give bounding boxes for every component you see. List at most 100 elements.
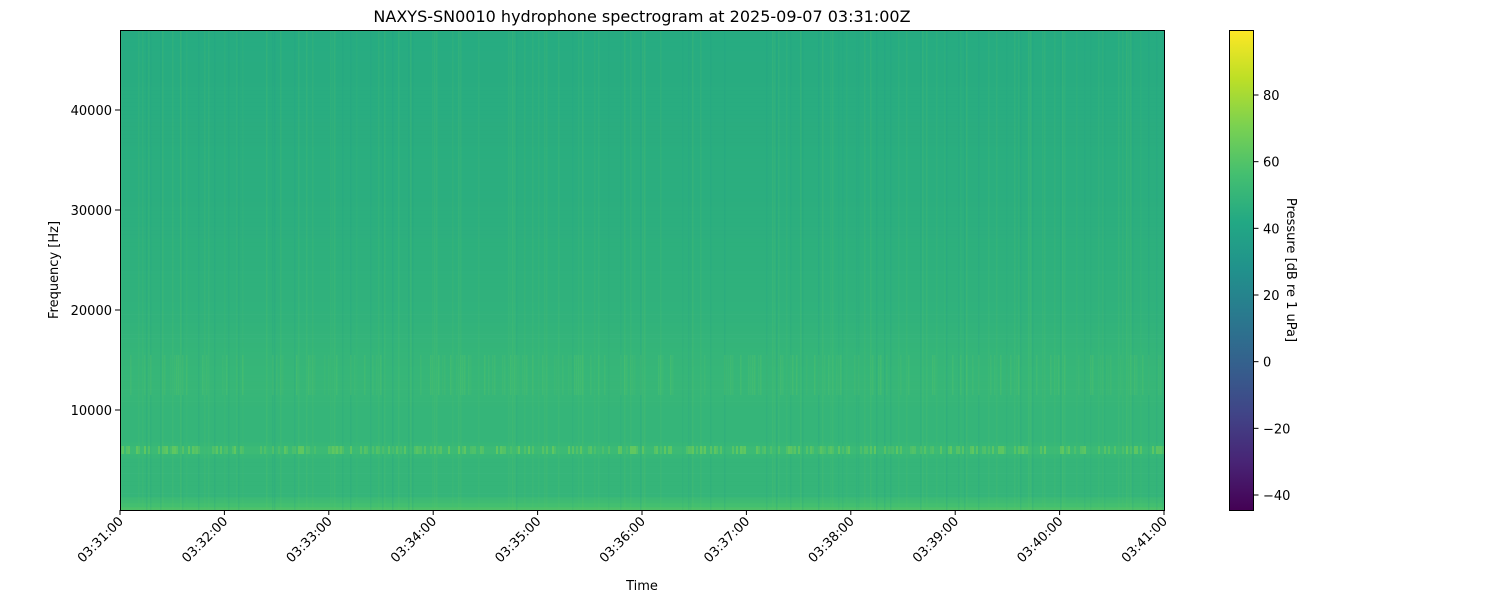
spectrogram-band <box>120 122 1164 127</box>
colorbar-tick-label: −40 <box>1263 489 1290 504</box>
spectrogram-streak <box>524 30 526 510</box>
spectrogram-band <box>120 30 1164 35</box>
band-12khz-mark <box>836 355 838 395</box>
spectrogram-streak <box>766 30 768 510</box>
spectrogram-streak <box>546 30 548 510</box>
band-12khz-mark <box>740 355 742 395</box>
spectrogram-band <box>120 450 1164 455</box>
band-12khz-mark <box>824 355 826 395</box>
tonal-6khz-mark <box>992 446 994 454</box>
band-12khz-mark <box>206 355 208 395</box>
spectrogram-streak <box>898 30 900 510</box>
spectrogram-streak <box>146 30 148 510</box>
band-12khz-mark <box>1106 355 1108 395</box>
spectrogram-streak <box>1126 30 1128 510</box>
spectrogram-streak <box>710 30 712 510</box>
x-tick-label: 03:40:00 <box>1015 514 1067 566</box>
tonal-6khz-mark <box>232 446 234 454</box>
band-12khz-mark <box>202 355 204 395</box>
band-12khz-mark <box>556 355 558 395</box>
spectrogram-band <box>120 118 1164 123</box>
tonal-6khz-mark <box>1022 446 1024 454</box>
y-axis: 10000 20000 30000 40000 <box>71 104 120 419</box>
x-tick-label: 03:35:00 <box>493 514 545 566</box>
band-12khz-mark <box>546 355 548 395</box>
band-12khz-mark <box>282 355 284 395</box>
spectrogram-streak <box>514 30 516 510</box>
band-12khz-mark <box>580 355 582 395</box>
band-12khz-mark <box>1092 355 1094 395</box>
tonal-6khz-mark <box>896 446 898 454</box>
colorbar-tick-label: 20 <box>1263 289 1280 304</box>
tonal-6khz-mark <box>224 446 226 454</box>
spectrogram-streak <box>906 30 908 510</box>
tonal-6khz-mark <box>1040 446 1042 454</box>
band-12khz-mark <box>176 355 178 395</box>
spectrogram-band <box>120 158 1164 163</box>
tonal-6khz-mark <box>388 446 390 454</box>
band-12khz-mark <box>324 355 326 395</box>
band-12khz-mark <box>1130 355 1132 395</box>
band-12khz-mark <box>1064 355 1066 395</box>
spectrogram-band <box>120 473 1164 478</box>
tonal-6khz-mark <box>334 446 336 454</box>
spectrogram-streak <box>224 30 226 510</box>
band-12khz-mark <box>578 355 580 395</box>
spectrogram-band <box>120 393 1164 398</box>
tonal-6khz-mark <box>864 446 866 454</box>
colorbar-tick-label: 0 <box>1263 356 1271 371</box>
tonal-6khz-mark <box>576 446 578 454</box>
tonal-6khz-mark <box>1156 446 1158 454</box>
chart-title: NAXYS-SN0010 hydrophone spectrogram at 2… <box>373 7 910 26</box>
colorbar-tick-label: −20 <box>1263 422 1290 437</box>
x-tick-label: 03:34:00 <box>388 514 440 566</box>
band-12khz-mark <box>978 355 980 395</box>
tonal-6khz-mark <box>778 446 780 454</box>
band-12khz-mark <box>336 355 338 395</box>
spectrogram-band <box>120 38 1164 43</box>
spectrogram-streak <box>306 30 308 510</box>
spectrogram-streak <box>842 30 844 510</box>
spectrogram-streak <box>332 30 334 510</box>
tonal-6khz-mark <box>472 446 474 454</box>
tonal-6khz-mark <box>714 446 716 454</box>
tonal-6khz-mark <box>164 446 166 454</box>
tonal-6khz-mark <box>1098 446 1100 454</box>
tonal-6khz-mark <box>1080 446 1082 454</box>
spectrogram-streak <box>946 30 948 510</box>
spectrogram-streak <box>978 30 980 510</box>
band-12khz-mark <box>450 355 452 395</box>
tonal-6khz-mark <box>482 446 484 454</box>
tonal-6khz-mark <box>866 446 868 454</box>
tonal-6khz-mark <box>668 446 670 454</box>
band-12khz-mark <box>806 355 808 395</box>
y-tick-label: 20000 <box>71 304 112 319</box>
spectrogram-streak <box>692 30 694 510</box>
spectrogram-band <box>120 485 1164 490</box>
spectrogram-band <box>120 90 1164 95</box>
spectrogram-streak <box>958 30 960 510</box>
spectrogram-streak <box>160 30 162 510</box>
spectrogram-streak <box>1032 30 1034 510</box>
tonal-6khz-mark <box>924 446 926 454</box>
spectrogram-band <box>120 46 1164 51</box>
band-12khz-mark <box>908 355 910 395</box>
tonal-6khz-mark <box>790 446 792 454</box>
tonal-6khz-mark <box>126 446 128 454</box>
band-12khz-mark <box>1036 355 1038 395</box>
tonal-6khz-mark <box>1158 446 1160 454</box>
spectrogram-streak <box>630 30 632 510</box>
spectrogram-band <box>120 493 1164 498</box>
spectrogram-streak <box>870 30 872 510</box>
spectrogram-band <box>120 322 1164 327</box>
band-12khz-mark <box>624 355 626 395</box>
spectrogram-band <box>120 34 1164 39</box>
tonal-6khz-mark <box>822 446 824 454</box>
tonal-6khz-mark <box>1126 446 1128 454</box>
spectrogram-streak <box>148 30 150 510</box>
tonal-6khz-mark <box>608 446 610 454</box>
band-12khz-mark <box>510 355 512 395</box>
tonal-6khz-mark <box>742 446 744 454</box>
tonal-6khz-mark <box>360 446 362 454</box>
spectrogram-band <box>120 306 1164 311</box>
